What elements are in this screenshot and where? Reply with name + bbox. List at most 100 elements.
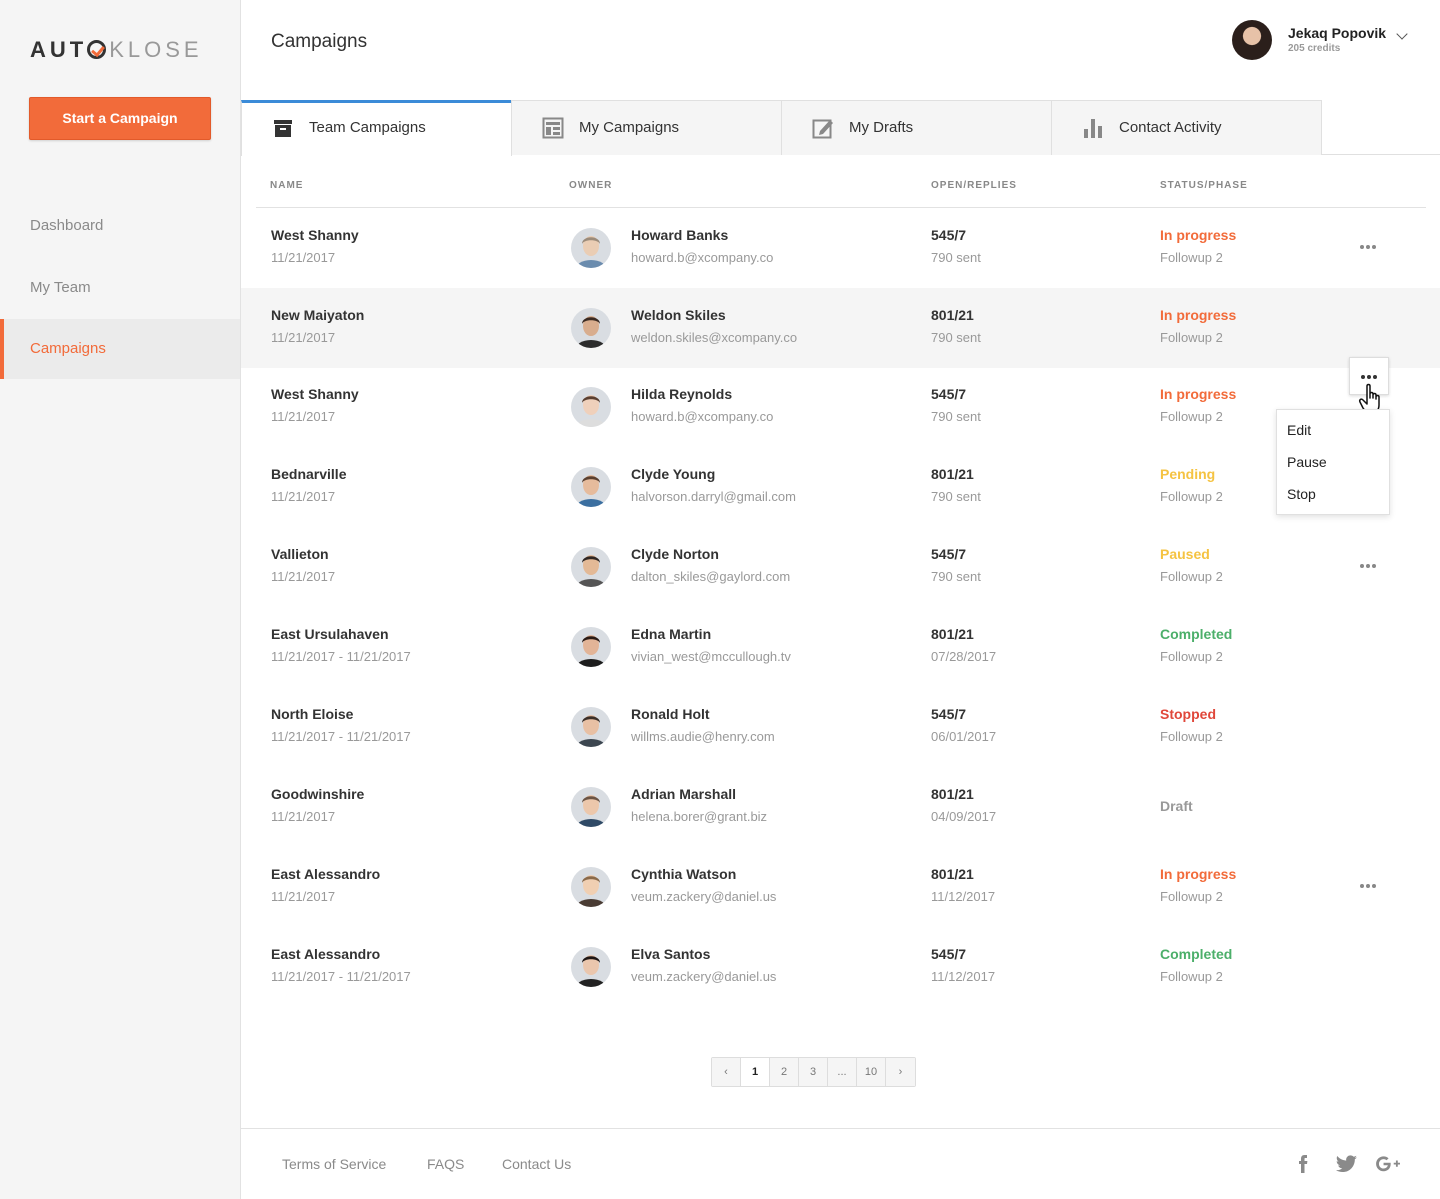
open-replies: 801/21 bbox=[931, 466, 974, 482]
avatar[interactable] bbox=[1232, 20, 1272, 60]
status-badge: Pending bbox=[1160, 466, 1216, 482]
sent-count: 790 sent bbox=[931, 489, 981, 504]
table-row[interactable]: East Alessandro 11/21/2017 Cynthia Watso… bbox=[241, 847, 1440, 927]
google-plus-icon[interactable] bbox=[1376, 1155, 1400, 1173]
campaign-date: 11/21/2017 - 11/21/2017 bbox=[271, 649, 411, 664]
sent-count: 06/01/2017 bbox=[931, 729, 997, 744]
campaign-date: 11/21/2017 bbox=[271, 330, 336, 345]
sent-count: 04/09/2017 bbox=[931, 809, 997, 824]
open-replies: 545/7 bbox=[931, 386, 967, 402]
table-row[interactable]: Goodwinshire 11/21/2017 Adrian Marshall … bbox=[241, 767, 1440, 847]
campaign-date: 11/21/2017 bbox=[271, 809, 336, 824]
page-1[interactable]: 1 bbox=[741, 1058, 770, 1086]
row-actions-menu: Edit Pause Stop bbox=[1276, 409, 1390, 515]
owner-email: veum.zackery@daniel.us bbox=[631, 889, 777, 904]
phase-label: Followup 2 bbox=[1160, 330, 1223, 345]
tab-contact-activity[interactable]: Contact Activity bbox=[1051, 100, 1322, 155]
sent-count: 11/12/2017 bbox=[931, 969, 996, 984]
column-header-open-replies[interactable]: OPEN/REPLIES bbox=[931, 180, 1017, 191]
footer: Terms of Service FAQS Contact Us bbox=[241, 1128, 1440, 1199]
avatar bbox=[571, 627, 611, 667]
column-header-owner[interactable]: OWNER bbox=[569, 180, 613, 191]
column-header-name[interactable]: NAME bbox=[270, 180, 304, 191]
facebook-icon[interactable] bbox=[1297, 1155, 1309, 1173]
avatar bbox=[571, 547, 611, 587]
page-10[interactable]: 10 bbox=[857, 1058, 886, 1086]
phase-label: Followup 2 bbox=[1160, 489, 1223, 504]
campaign-name[interactable]: East Alessandro bbox=[271, 946, 381, 962]
campaign-name[interactable]: Bednarville bbox=[271, 466, 347, 482]
page-2[interactable]: 2 bbox=[770, 1058, 799, 1086]
open-replies: 545/7 bbox=[931, 227, 967, 243]
campaign-date: 11/21/2017 bbox=[271, 489, 336, 504]
table-row[interactable]: West Shanny 11/21/2017 Hilda Reynolds ho… bbox=[241, 367, 1440, 447]
footer-link-faqs[interactable]: FAQS bbox=[427, 1156, 465, 1172]
phase-label: Followup 2 bbox=[1160, 649, 1223, 664]
footer-link-terms[interactable]: Terms of Service bbox=[282, 1156, 387, 1172]
next-page-button[interactable]: › bbox=[886, 1058, 915, 1086]
campaign-name[interactable]: New Maiyaton bbox=[271, 307, 365, 323]
status-badge: Paused bbox=[1160, 546, 1210, 562]
campaign-date: 11/21/2017 bbox=[271, 409, 336, 424]
campaign-name[interactable]: West Shanny bbox=[271, 227, 359, 243]
sidebar: AUT KLOSE Start a Campaign Dashboard My T… bbox=[0, 0, 241, 1199]
campaign-name[interactable]: Vallieton bbox=[271, 546, 329, 562]
sent-count: 790 sent bbox=[931, 569, 981, 584]
table-row[interactable]: North Eloise 11/21/2017 - 11/21/2017 Ron… bbox=[241, 687, 1440, 767]
phase-label: Followup 2 bbox=[1160, 889, 1223, 904]
logo[interactable]: AUT KLOSE bbox=[30, 37, 203, 63]
twitter-icon[interactable] bbox=[1336, 1155, 1357, 1173]
start-campaign-button[interactable]: Start a Campaign bbox=[29, 97, 211, 140]
owner-email: veum.zackery@daniel.us bbox=[631, 969, 777, 984]
campaign-name[interactable]: West Shanny bbox=[271, 386, 359, 402]
footer-link-contact[interactable]: Contact Us bbox=[502, 1156, 572, 1172]
campaign-name[interactable]: North Eloise bbox=[271, 706, 354, 722]
chevron-down-icon[interactable] bbox=[1396, 28, 1408, 40]
tab-my-campaigns[interactable]: My Campaigns bbox=[511, 100, 782, 155]
owner-name: Adrian Marshall bbox=[631, 786, 737, 802]
table-row[interactable]: West Shanny 11/21/2017 Howard Banks howa… bbox=[241, 208, 1440, 288]
campaign-name[interactable]: East Ursulahaven bbox=[271, 626, 389, 642]
status-badge: In progress bbox=[1160, 866, 1237, 882]
page-3[interactable]: 3 bbox=[799, 1058, 828, 1086]
avatar bbox=[571, 787, 611, 827]
campaign-date: 11/21/2017 - 11/21/2017 bbox=[271, 969, 411, 984]
user-menu[interactable]: Jekaq Popovik 205 credits bbox=[1232, 20, 1422, 60]
bar-chart-icon bbox=[1084, 119, 1102, 138]
owner-name: Howard Banks bbox=[631, 227, 729, 243]
table-row[interactable]: New Maiyaton 11/21/2017 Weldon Skiles we… bbox=[241, 288, 1440, 368]
sidebar-item-campaigns[interactable]: Campaigns bbox=[0, 319, 240, 379]
tab-team-campaigns[interactable]: Team Campaigns bbox=[241, 100, 512, 156]
menu-item-pause[interactable]: Pause bbox=[1287, 454, 1327, 470]
status-badge: In progress bbox=[1160, 386, 1237, 402]
more-options-icon[interactable] bbox=[1360, 564, 1378, 570]
column-header-status-phase[interactable]: STATUS/PHASE bbox=[1160, 180, 1248, 191]
avatar bbox=[571, 467, 611, 507]
table-row[interactable]: East Ursulahaven 11/21/2017 - 11/21/2017… bbox=[241, 607, 1440, 687]
edit-icon bbox=[812, 119, 833, 139]
more-options-icon[interactable] bbox=[1360, 884, 1378, 890]
campaign-name[interactable]: Goodwinshire bbox=[271, 786, 365, 802]
table-row[interactable]: Vallieton 11/21/2017 Clyde Norton dalton… bbox=[241, 527, 1440, 607]
campaign-name[interactable]: East Alessandro bbox=[271, 866, 381, 882]
layout-icon bbox=[542, 117, 564, 139]
open-replies: 545/7 bbox=[931, 946, 967, 962]
status-badge: Draft bbox=[1160, 798, 1193, 814]
sidebar-item-dashboard[interactable]: Dashboard bbox=[30, 217, 104, 234]
tab-label: My Campaigns bbox=[579, 119, 680, 136]
open-replies: 801/21 bbox=[931, 626, 974, 642]
prev-page-button[interactable]: ‹ bbox=[712, 1058, 741, 1086]
menu-item-edit[interactable]: Edit bbox=[1287, 422, 1312, 438]
avatar bbox=[571, 387, 611, 427]
table-row[interactable]: East Alessandro 11/21/2017 - 11/21/2017 … bbox=[241, 927, 1440, 1007]
table-row[interactable]: Bednarville 11/21/2017 Clyde Young halvo… bbox=[241, 447, 1440, 527]
owner-name: Elva Santos bbox=[631, 946, 711, 962]
sidebar-item-my-team[interactable]: My Team bbox=[30, 279, 91, 296]
tab-label: Contact Activity bbox=[1119, 119, 1222, 136]
menu-item-stop[interactable]: Stop bbox=[1287, 486, 1316, 502]
owner-name: Clyde Young bbox=[631, 466, 716, 482]
sent-count: 07/28/2017 bbox=[931, 649, 997, 664]
tab-my-drafts[interactable]: My Drafts bbox=[781, 100, 1052, 155]
logo-text-dark: AUT bbox=[30, 37, 88, 62]
more-options-icon[interactable] bbox=[1360, 245, 1378, 251]
